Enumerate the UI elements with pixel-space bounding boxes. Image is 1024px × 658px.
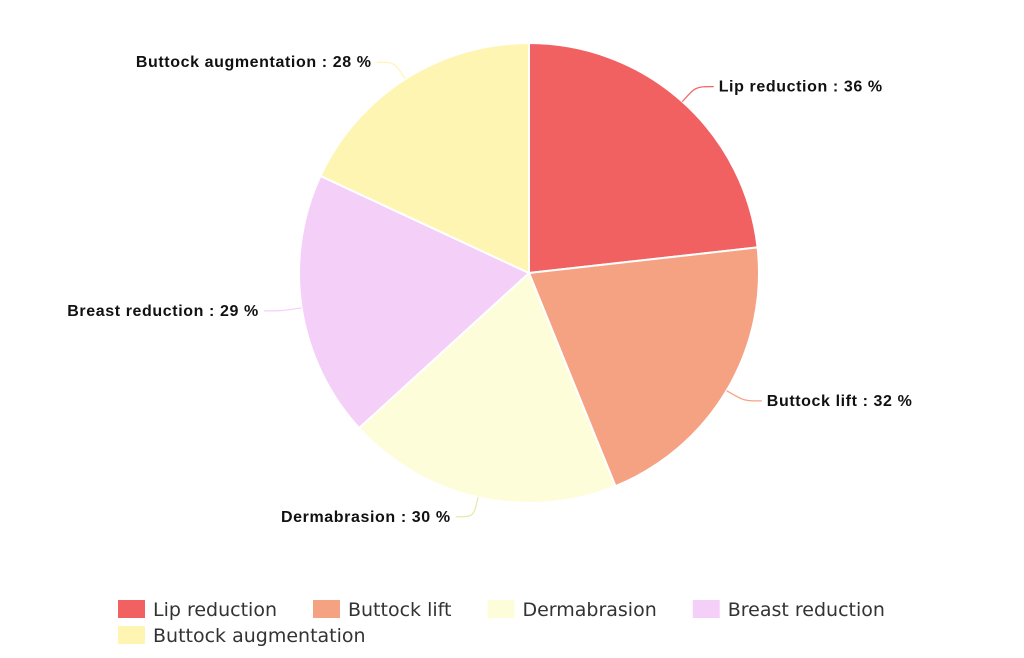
slice-labels: Lip reduction : 36 % Buttock lift : 32 % D… — [67, 54, 912, 526]
pie-slices — [298, 42, 760, 504]
legend-item-buttock-lift[interactable]: Buttock lift — [312, 599, 451, 621]
slice-label-dermabrasion: Dermabrasion : 30 % — [281, 509, 451, 526]
legend-swatch — [118, 600, 145, 618]
legend-label: Breast reduction — [728, 599, 885, 621]
legend-label: Lip reduction — [153, 599, 277, 621]
slice-label-buttock-lift: Buttock lift : 32 % — [767, 393, 913, 410]
slice-label-breast-reduction: Breast reduction : 29 % — [67, 303, 259, 320]
leader-line-buttock-augmentation — [376, 61, 406, 80]
legend-swatch — [692, 600, 720, 618]
slice-label-buttock-augmentation: Buttock augmentation : 28 % — [136, 54, 372, 71]
leader-line-dermabrasion — [455, 497, 479, 518]
leader-line-buttock-lift — [726, 390, 762, 402]
legend-item-dermabrasion[interactable]: Dermabrasion — [487, 599, 657, 621]
pie-slice-buttock-augmentation[interactable] — [319, 42, 530, 274]
legend-label: Dermabrasion — [522, 599, 656, 621]
leader-line-lip-reduction — [681, 86, 714, 102]
legend-swatch — [312, 600, 340, 618]
pie-slice-dermabrasion[interactable] — [358, 272, 617, 504]
legend-item-buttock-augmentation[interactable]: Buttock augmentation — [118, 625, 366, 647]
legend-swatch — [487, 600, 515, 618]
legend-item-lip-reduction[interactable]: Lip reduction — [118, 599, 277, 621]
pie-slice-lip-reduction[interactable] — [528, 42, 759, 274]
legend-item-breast-reduction[interactable]: Breast reduction — [692, 599, 885, 621]
leader-line-breast-reduction — [263, 307, 302, 312]
legend-label: Buttock augmentation — [153, 625, 366, 647]
legend-swatch — [118, 626, 145, 644]
slice-label-lip-reduction: Lip reduction : 36 % — [719, 79, 883, 96]
legend-label: Buttock lift — [348, 599, 451, 621]
legend: Lip reduction Buttock lift Dermabrasion Bre… — [118, 599, 885, 647]
leader-lines — [263, 61, 762, 518]
